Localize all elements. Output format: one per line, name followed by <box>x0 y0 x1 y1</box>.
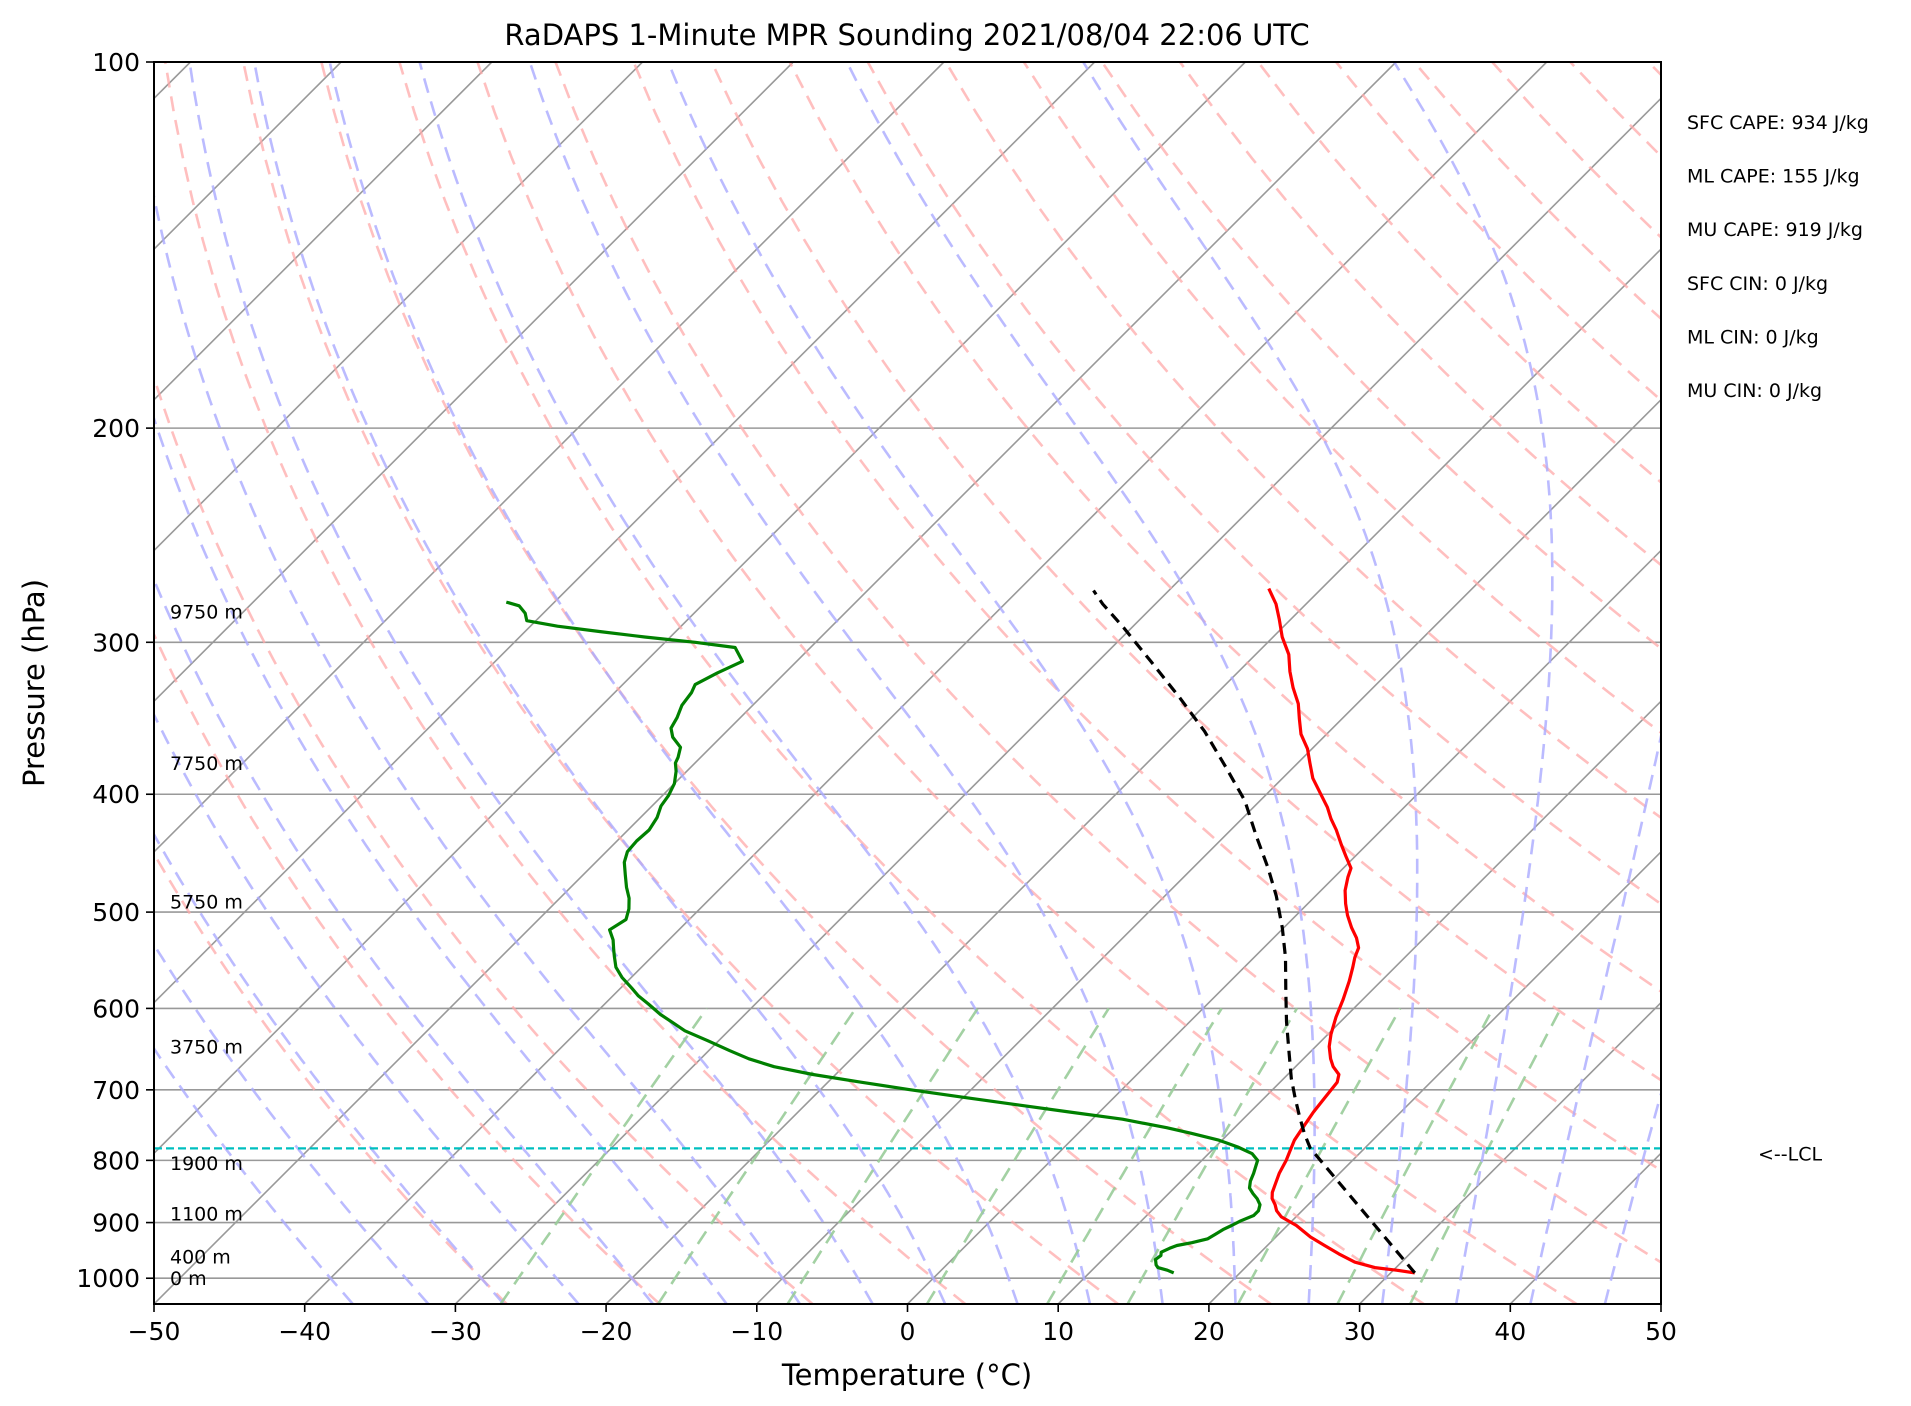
stat-annotation: MU CIN: 0 J/kg <box>1687 380 1822 402</box>
axes-layer: −50 −40 −30 −20 −10 0 10 20 30 40 50 100 200 300 400 50… <box>76 48 1677 1346</box>
y-tick-label: 100 <box>92 48 140 77</box>
y-tick-label: 800 <box>92 1146 140 1175</box>
moist-adiabat <box>154 711 580 1304</box>
grid-layer <box>154 62 1661 1304</box>
mixing-ratio-line <box>925 1007 1110 1304</box>
dry-adiabat <box>242 62 1119 1304</box>
stat-annotation: SFC CIN: 0 J/kg <box>1687 273 1828 295</box>
height-label: 5750 m <box>170 891 243 913</box>
isotherm-line <box>154 62 1246 1155</box>
dry-adiabat <box>554 62 1661 1264</box>
stat-annotation: MU CAPE: 919 J/kg <box>1687 219 1863 241</box>
series-layer <box>154 587 1661 1275</box>
moist-adiabat <box>1529 730 1661 1304</box>
y-tick-label: 200 <box>92 414 140 443</box>
isotherm-line <box>154 62 945 854</box>
parcel-line <box>1092 589 1417 1274</box>
x-tick-label: 10 <box>1042 1317 1074 1346</box>
x-axis-label: Temperature (°C) <box>781 1358 1032 1392</box>
isotherm-line <box>304 62 1548 1304</box>
y-tick-label: 900 <box>92 1209 140 1238</box>
height-label: 3750 m <box>170 1037 243 1059</box>
height-labels: 9750 m 7750 m 5750 m 3750 m 1900 m 1100 m 400 … <box>170 601 243 1290</box>
x-tick-label: −20 <box>580 1317 633 1346</box>
height-label: 0 m <box>170 1268 207 1290</box>
isotherm-line <box>906 549 1661 1304</box>
dry-adiabat <box>1100 62 1661 651</box>
moist-adiabat <box>845 62 1316 1304</box>
height-label: 1100 m <box>170 1204 243 1226</box>
moist-adiabat <box>418 62 1092 1304</box>
x-tick-label: 40 <box>1494 1317 1526 1346</box>
isotherm-line <box>1208 850 1661 1304</box>
stat-annotation: SFC CAPE: 934 J/kg <box>1687 112 1869 134</box>
dry-adiabat <box>710 62 1661 1082</box>
moist-adiabat <box>1392 62 1554 1304</box>
isotherm-line <box>154 62 1096 1004</box>
chart-title: RaDAPS 1-Minute MPR Sounding 2021/08/04 … <box>504 18 1309 52</box>
dry-adiabat <box>788 62 1661 994</box>
dry-adiabat <box>154 631 661 1304</box>
isotherm-line <box>1359 1001 1661 1304</box>
mixing-ratio-line <box>1046 1007 1223 1304</box>
mixing-ratio-line <box>1236 1007 1402 1304</box>
temperature-line <box>1267 587 1416 1275</box>
moist-adiabat <box>188 62 874 1304</box>
dry-adiabat <box>398 62 1425 1304</box>
mixing-ratio-line <box>499 1007 708 1304</box>
y-tick-label: 700 <box>92 1076 140 1105</box>
dewpoint-line <box>505 600 1262 1275</box>
isotherm-line <box>154 62 644 552</box>
moist-adiabat <box>1082 62 1419 1304</box>
stat-annotation: ML CAPE: 155 J/kg <box>1687 166 1860 188</box>
x-tick-label: 20 <box>1193 1317 1225 1346</box>
moist-adiabat <box>528 62 1164 1304</box>
x-tick-label: −50 <box>128 1317 181 1346</box>
mixing-ratio-line <box>657 1007 857 1304</box>
y-tick-label: 400 <box>92 780 140 809</box>
height-label: 7750 m <box>170 753 243 775</box>
y-tick-label: 600 <box>92 994 140 1023</box>
x-tick-label: 30 <box>1344 1317 1376 1346</box>
moist-adiabat <box>154 576 654 1304</box>
mixing-ratio-line <box>1126 1007 1299 1304</box>
isotherm-line <box>154 62 794 703</box>
isotherm-line <box>154 62 493 401</box>
height-label: 9750 m <box>170 601 243 623</box>
moist-adiabat <box>154 831 505 1304</box>
y-tick-label: 1000 <box>76 1264 140 1293</box>
x-tick-label: −40 <box>278 1317 331 1346</box>
dry-adiabat <box>320 62 1272 1304</box>
height-label: 1900 m <box>170 1153 243 1175</box>
dry-adiabat <box>154 851 508 1304</box>
x-tick-label: 0 <box>900 1317 916 1346</box>
moist-adiabat <box>154 190 801 1304</box>
dry-adiabat <box>164 62 967 1304</box>
height-label: 400 m <box>170 1247 231 1269</box>
stats-annotations: SFC CAPE: 934 J/kg ML CAPE: 155 J/kg MU CA… <box>1687 112 1869 402</box>
y-tick-label: 500 <box>92 898 140 927</box>
mixing-ratio-line <box>786 1007 979 1304</box>
x-tick-label: 50 <box>1645 1317 1677 1346</box>
x-tick-label: −10 <box>730 1317 783 1346</box>
dry-adiabat <box>476 62 1578 1304</box>
moist-adiabat <box>253 62 947 1304</box>
isotherm-line <box>154 62 1397 1304</box>
stat-annotation: ML CIN: 0 J/kg <box>1687 326 1819 348</box>
isotherm-line <box>1057 700 1661 1304</box>
isotherm-line <box>454 97 1661 1304</box>
y-tick-label: 300 <box>92 628 140 657</box>
y-axis-label: Pressure (hPa) <box>17 579 51 787</box>
dry-adiabat <box>1178 62 1661 567</box>
moist-adiabat <box>328 62 1019 1304</box>
x-tick-label: −30 <box>429 1317 482 1346</box>
dry-adiabat <box>866 62 1661 906</box>
moist-adiabat <box>666 62 1237 1304</box>
lcl-label: <--LCL <box>1758 1143 1822 1165</box>
dry-adiabat <box>632 62 1661 1173</box>
isotherm-line <box>605 247 1661 1304</box>
moist-adiabat <box>154 414 728 1304</box>
